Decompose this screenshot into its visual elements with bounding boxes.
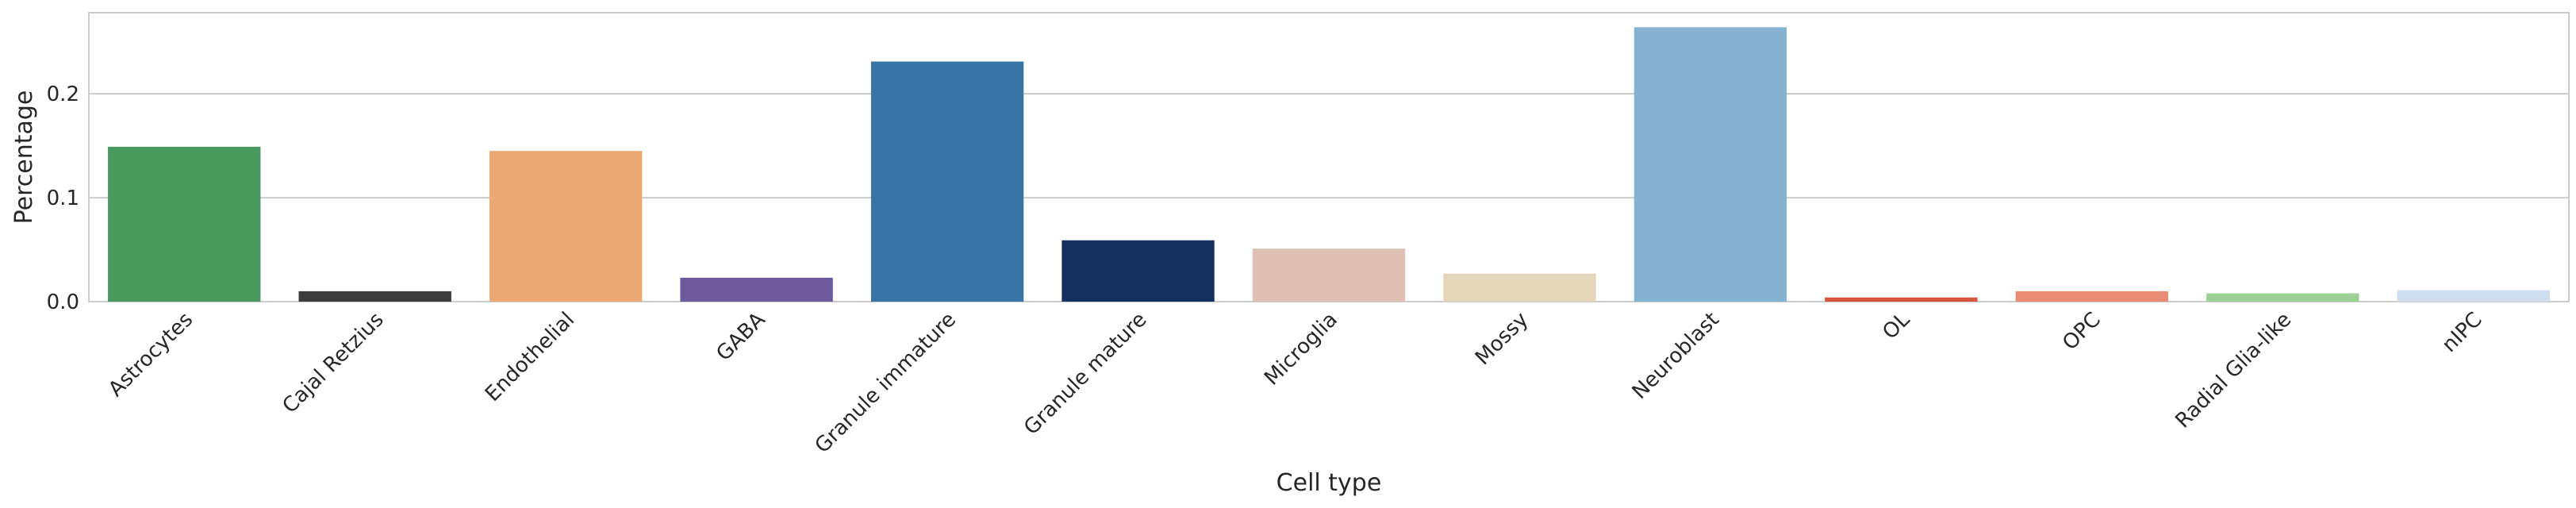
bar-cajal-retzius xyxy=(298,291,451,302)
bar-ol xyxy=(1825,297,1978,302)
bars xyxy=(108,27,2550,302)
x-tick-label: Endothelial xyxy=(481,308,579,406)
x-tick-label: OPC xyxy=(2058,308,2106,356)
x-tick-label: Astrocytes xyxy=(104,308,198,402)
x-tick-label: Microglia xyxy=(1260,308,1342,391)
y-tick-label: 0.2 xyxy=(47,83,79,106)
bar-gaba xyxy=(680,277,833,302)
bar-endothelial xyxy=(489,151,643,302)
bar-granule-mature xyxy=(1061,240,1215,302)
bar-neuroblast xyxy=(1634,27,1787,302)
y-axis-label: Percentage xyxy=(10,90,38,225)
bar-opc xyxy=(2015,291,2169,302)
x-axis-label: Cell type xyxy=(1276,469,1382,497)
bar-microglia xyxy=(1252,248,1406,302)
x-tick-label: nIPC xyxy=(2438,308,2487,357)
x-tick-label: Neuroblast xyxy=(1628,308,1724,404)
x-tick-label: OL xyxy=(1878,307,1914,344)
x-tick-label: Granule immature xyxy=(811,308,961,458)
y-tick-labels: 0.0 0.1 0.2 xyxy=(47,83,79,314)
x-tick-label: Cajal Retzius xyxy=(278,308,389,418)
bar-radial-glia-like xyxy=(2206,293,2359,302)
y-tick-label: 0.0 xyxy=(47,291,79,314)
x-tick-labels: Astrocytes Cajal Retzius Endothelial GABA Gr… xyxy=(104,307,2487,458)
x-tick-label: Mossy xyxy=(1471,308,1533,370)
y-tick-label: 0.1 xyxy=(47,187,79,210)
bar-nipc xyxy=(2397,290,2550,302)
bar-granule-immature xyxy=(870,61,1024,302)
bar-mossy xyxy=(1443,273,1596,302)
bar-astrocytes xyxy=(108,146,261,302)
x-tick-label: GABA xyxy=(712,308,770,366)
x-tick-label: Granule mature xyxy=(1019,308,1151,440)
x-tick-label: Radial Glia-like xyxy=(2171,308,2297,433)
